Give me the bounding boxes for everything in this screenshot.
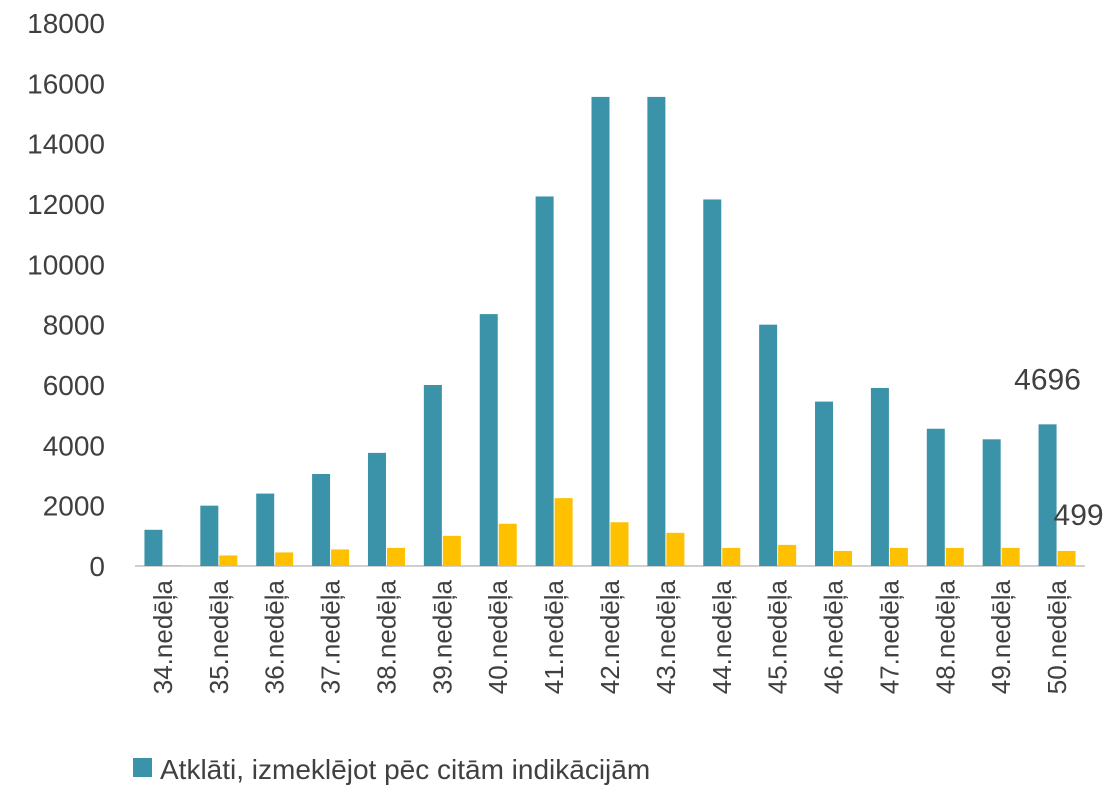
bar: [144, 529, 163, 566]
bar: [479, 314, 498, 566]
bar: [1001, 547, 1020, 566]
bar: [386, 547, 405, 566]
x-tick-label: 40.nedēļa: [483, 579, 513, 694]
y-tick-label: 6000: [43, 370, 105, 401]
x-tick-label: 34.nedēļa: [148, 579, 178, 694]
x-tick-label: 44.nedēļa: [707, 579, 737, 694]
bar: [163, 565, 182, 566]
bar: [535, 196, 554, 567]
x-tick-label: 46.nedēļa: [819, 579, 849, 694]
legend-label: Atklāti, izmeklējot pēc citām indikācijā…: [160, 754, 650, 785]
x-tick-label: 41.nedēļa: [539, 579, 569, 694]
y-tick-label: 16000: [27, 68, 105, 99]
bar: [722, 547, 741, 566]
y-tick-label: 8000: [43, 310, 105, 341]
bar: [331, 549, 350, 566]
y-tick-label: 0: [89, 551, 105, 582]
bar: [666, 532, 685, 566]
y-tick-label: 2000: [43, 491, 105, 522]
x-tick-label: 48.nedēļa: [930, 579, 960, 694]
bar: [647, 96, 666, 567]
y-tick-label: 12000: [27, 189, 105, 220]
x-tick-label: 47.nedēļa: [874, 579, 904, 694]
x-tick-label: 36.nedēļa: [260, 579, 290, 694]
bar: [591, 96, 610, 567]
bar: [256, 493, 275, 566]
bar: [219, 555, 238, 566]
data-label: 4696: [1014, 363, 1081, 396]
x-tick-label: 35.nedēļa: [204, 579, 234, 694]
x-tick-label: 37.nedēļa: [316, 579, 346, 694]
bar: [275, 552, 294, 566]
bar: [498, 523, 517, 566]
bar: [1038, 424, 1057, 566]
bar: [367, 452, 386, 566]
x-tick-label: 49.nedēļa: [986, 579, 1016, 694]
bar: [423, 385, 442, 566]
bar: [870, 388, 889, 566]
bar: [703, 199, 722, 566]
x-tick-label: 50.nedēļa: [1042, 579, 1072, 694]
bar: [945, 547, 964, 566]
bar: [815, 401, 834, 566]
bar: [926, 428, 945, 566]
bar: [554, 498, 573, 566]
bar: [1057, 550, 1076, 566]
legend-swatch: [133, 758, 152, 777]
bar: [889, 547, 908, 566]
y-tick-label: 18000: [27, 8, 105, 39]
data-label: 499: [1054, 499, 1104, 532]
x-tick-label: 38.nedēļa: [371, 579, 401, 694]
bar: [200, 505, 219, 566]
x-tick-label: 45.nedēļa: [763, 579, 793, 694]
bar: [759, 324, 778, 566]
bar: [610, 522, 629, 566]
y-tick-label: 14000: [27, 129, 105, 160]
x-tick-label: 42.nedēļa: [595, 579, 625, 694]
y-tick-label: 4000: [43, 430, 105, 461]
x-tick-label: 39.nedēļa: [427, 579, 457, 694]
bar: [442, 535, 461, 566]
bar: [834, 550, 853, 566]
bar: [982, 439, 1001, 566]
bar: [312, 473, 331, 566]
y-tick-label: 10000: [27, 249, 105, 280]
x-tick-label: 43.nedēļa: [651, 579, 681, 694]
bar: [778, 544, 797, 566]
